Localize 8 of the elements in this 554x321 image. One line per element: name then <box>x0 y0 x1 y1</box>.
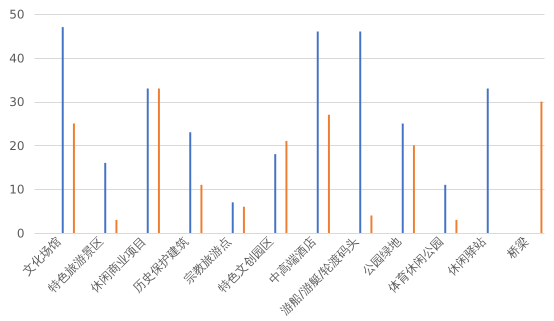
y-tick-label: 50 <box>9 8 24 22</box>
y-tick-label: 0 <box>16 226 24 240</box>
y-tick-label: 20 <box>9 138 24 153</box>
x-tick-label: 桥梁 <box>504 234 532 262</box>
y-tick-label: 40 <box>9 51 24 66</box>
y-tick-label: 10 <box>9 182 24 197</box>
y-tick-label: 30 <box>9 95 24 110</box>
x-tick-label: 休闲驿站 <box>444 234 489 278</box>
